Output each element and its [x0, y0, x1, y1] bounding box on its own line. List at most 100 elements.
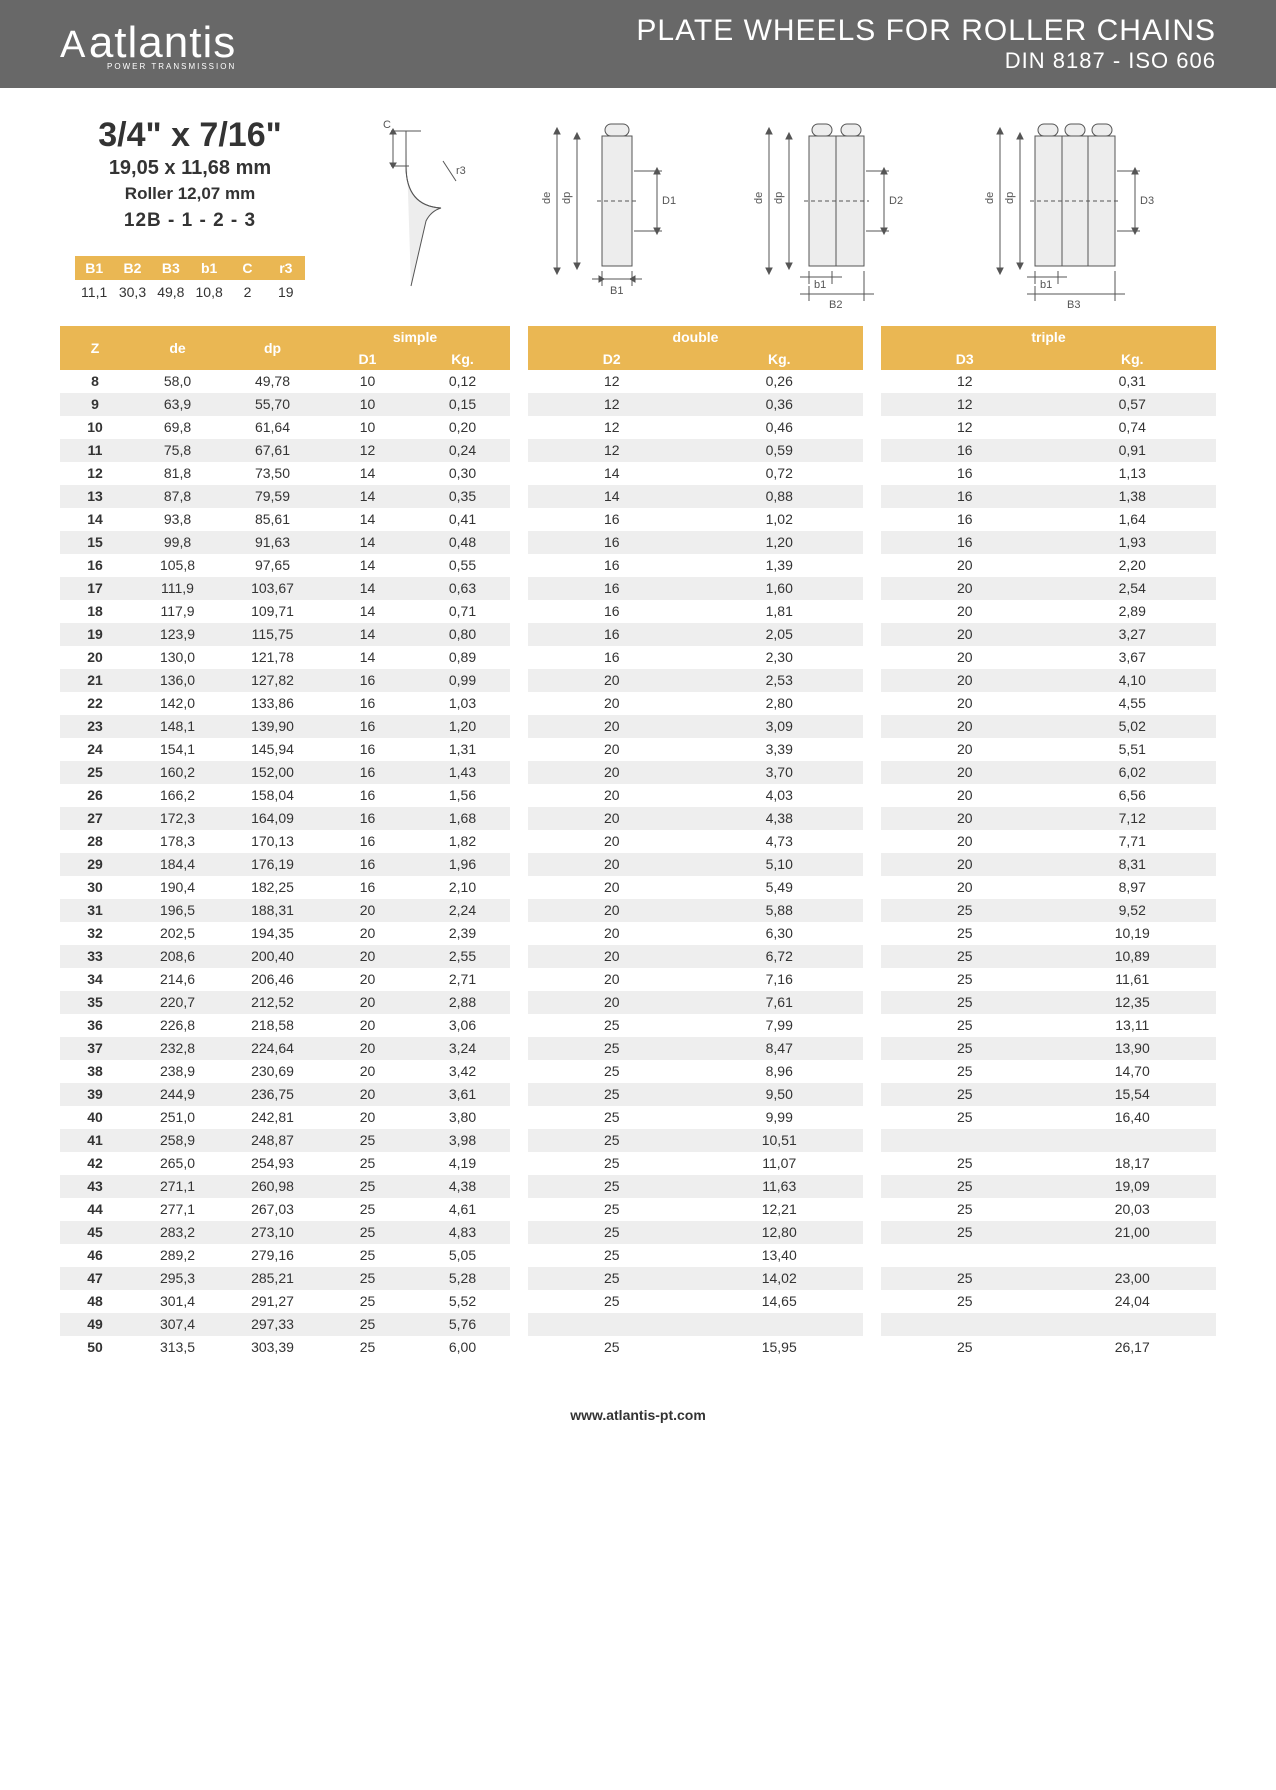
- cell-de: 190,4: [130, 876, 225, 899]
- cell-d3: 20: [881, 669, 1049, 692]
- cell-z: 48: [60, 1290, 130, 1313]
- cell-dp: 55,70: [225, 393, 320, 416]
- cell-d1: 20: [320, 1014, 415, 1037]
- cell-d3: 20: [881, 715, 1049, 738]
- cell-dp: 212,52: [225, 991, 320, 1014]
- table-row: 16105,897,65140,55161,39202,20: [60, 554, 1216, 577]
- cell-kg3: 12,35: [1049, 991, 1217, 1014]
- small-td-b1: 11,1: [75, 280, 113, 304]
- cell-kg3: 6,56: [1049, 784, 1217, 807]
- cell-d3: 25: [881, 1336, 1049, 1359]
- small-td-c: 2: [228, 280, 266, 304]
- label-b1-cap: B1: [610, 285, 623, 297]
- logo-subtitle: POWER TRANSMISSION: [60, 62, 236, 71]
- cell-de: 283,2: [130, 1221, 225, 1244]
- cell-kg1: 0,15: [415, 393, 510, 416]
- cell-d1: 25: [320, 1221, 415, 1244]
- cell-d1: 14: [320, 577, 415, 600]
- cell-d1: 14: [320, 646, 415, 669]
- cell-z: 13: [60, 485, 130, 508]
- cell-kg2: 6,72: [696, 945, 864, 968]
- cell-d2: 14: [528, 485, 696, 508]
- cell-dp: 230,69: [225, 1060, 320, 1083]
- cell-kg2: 6,30: [696, 922, 864, 945]
- th-double: double: [528, 326, 863, 348]
- cell-d1: 20: [320, 1083, 415, 1106]
- cell-d2: 16: [528, 531, 696, 554]
- cell-d2: 25: [528, 1037, 696, 1060]
- table-row: 17111,9103,67140,63161,60202,54: [60, 577, 1216, 600]
- cell-kg3: 15,54: [1049, 1083, 1217, 1106]
- cell-d3: 20: [881, 761, 1049, 784]
- cell-z: 22: [60, 692, 130, 715]
- cell-kg2: 0,26: [696, 370, 864, 393]
- cell-d1: 25: [320, 1267, 415, 1290]
- cell-de: 136,0: [130, 669, 225, 692]
- cell-kg3: 1,38: [1049, 485, 1217, 508]
- table-row: 858,049,78100,12120,26120,31: [60, 370, 1216, 393]
- cell-de: 178,3: [130, 830, 225, 853]
- cell-kg3: 19,09: [1049, 1175, 1217, 1198]
- cell-kg3: 4,55: [1049, 692, 1217, 715]
- cell-dp: 67,61: [225, 439, 320, 462]
- cell-kg3: 2,20: [1049, 554, 1217, 577]
- cell-d3: 25: [881, 945, 1049, 968]
- cell-d1: 20: [320, 968, 415, 991]
- cell-kg3: 8,31: [1049, 853, 1217, 876]
- cell-de: 58,0: [130, 370, 225, 393]
- cell-d3: 16: [881, 485, 1049, 508]
- cell-kg2: 3,09: [696, 715, 864, 738]
- cell-d2: 25: [528, 1014, 696, 1037]
- cell-kg3: 14,70: [1049, 1060, 1217, 1083]
- cell-d2: 20: [528, 853, 696, 876]
- cell-d3: 25: [881, 1175, 1049, 1198]
- cell-de: 123,9: [130, 623, 225, 646]
- label-b1-low3: b1: [1040, 279, 1052, 291]
- cell-z: 33: [60, 945, 130, 968]
- cell-d3: 20: [881, 623, 1049, 646]
- cell-d2: 16: [528, 554, 696, 577]
- table-row: 27172,3164,09161,68204,38207,12: [60, 807, 1216, 830]
- cell-z: 29: [60, 853, 130, 876]
- cell-kg1: 3,61: [415, 1083, 510, 1106]
- cell-d3: 25: [881, 1267, 1049, 1290]
- product-code: 12B - 1 - 2 - 3: [60, 210, 320, 232]
- cell-z: 49: [60, 1313, 130, 1336]
- cell-de: 214,6: [130, 968, 225, 991]
- cell-de: 220,7: [130, 991, 225, 1014]
- cell-d3: 16: [881, 462, 1049, 485]
- cell-d2: 16: [528, 623, 696, 646]
- table-row: 44277,1267,03254,612512,212520,03: [60, 1198, 1216, 1221]
- diagram-double: de dp D2 b1 B2: [754, 116, 944, 316]
- cell-d3: 20: [881, 646, 1049, 669]
- th-de: de: [130, 326, 225, 370]
- cell-de: 251,0: [130, 1106, 225, 1129]
- cell-d3: 25: [881, 1290, 1049, 1313]
- cell-kg2: 4,73: [696, 830, 864, 853]
- table-row: 31196,5188,31202,24205,88259,52: [60, 899, 1216, 922]
- cell-dp: 103,67: [225, 577, 320, 600]
- cell-kg1: 0,99: [415, 669, 510, 692]
- cell-de: 75,8: [130, 439, 225, 462]
- cell-de: 172,3: [130, 807, 225, 830]
- technical-diagrams: C r3: [340, 116, 1216, 316]
- small-td-b1l: 10,8: [190, 280, 228, 304]
- footer-url: www.atlantis-pt.com: [0, 1389, 1276, 1463]
- cell-d3: 20: [881, 853, 1049, 876]
- cell-dp: 285,21: [225, 1267, 320, 1290]
- label-r3: r3: [456, 165, 466, 177]
- cell-d2: 25: [528, 1290, 696, 1313]
- table-row: 23148,1139,90161,20203,09205,02: [60, 715, 1216, 738]
- cell-kg1: 6,00: [415, 1336, 510, 1359]
- cell-d1: 16: [320, 876, 415, 899]
- cell-de: 81,8: [130, 462, 225, 485]
- cell-kg1: 5,52: [415, 1290, 510, 1313]
- cell-de: 208,6: [130, 945, 225, 968]
- cell-kg1: 1,31: [415, 738, 510, 761]
- cell-de: 226,8: [130, 1014, 225, 1037]
- cell-d1: 16: [320, 669, 415, 692]
- cell-kg3: 4,10: [1049, 669, 1217, 692]
- cell-kg3: 0,31: [1049, 370, 1217, 393]
- cell-dp: 194,35: [225, 922, 320, 945]
- cell-d2: 20: [528, 669, 696, 692]
